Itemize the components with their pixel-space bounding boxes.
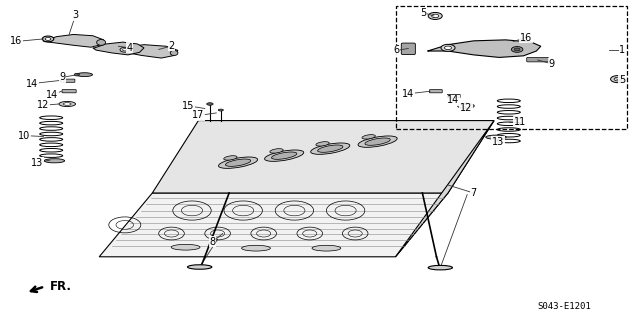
Ellipse shape <box>170 50 178 56</box>
Text: 14: 14 <box>402 89 415 99</box>
Text: 13: 13 <box>31 158 44 168</box>
Ellipse shape <box>242 245 270 251</box>
Ellipse shape <box>218 157 258 168</box>
Ellipse shape <box>611 76 625 83</box>
Text: 3: 3 <box>72 10 79 20</box>
Ellipse shape <box>123 49 127 51</box>
Polygon shape <box>428 40 541 57</box>
Ellipse shape <box>317 145 343 152</box>
Ellipse shape <box>74 73 79 76</box>
Text: 9: 9 <box>60 72 66 82</box>
Ellipse shape <box>77 73 93 77</box>
Text: 9: 9 <box>548 59 555 69</box>
Polygon shape <box>44 34 104 47</box>
Text: 8: 8 <box>209 237 216 247</box>
Ellipse shape <box>365 138 390 145</box>
Text: 7: 7 <box>470 188 477 198</box>
Text: 16: 16 <box>10 36 22 47</box>
Text: 16: 16 <box>520 33 532 43</box>
Text: 14: 14 <box>447 95 460 106</box>
Text: 15: 15 <box>182 101 195 111</box>
Ellipse shape <box>45 38 51 41</box>
Ellipse shape <box>264 150 304 161</box>
Ellipse shape <box>432 14 439 18</box>
Ellipse shape <box>44 159 65 163</box>
Polygon shape <box>112 45 178 58</box>
Text: 12: 12 <box>37 100 50 110</box>
Ellipse shape <box>458 103 474 108</box>
Ellipse shape <box>172 244 200 250</box>
Text: 10: 10 <box>18 130 31 141</box>
Text: 14: 14 <box>46 90 59 100</box>
Ellipse shape <box>63 103 71 105</box>
Ellipse shape <box>515 48 520 51</box>
Ellipse shape <box>207 103 213 105</box>
FancyBboxPatch shape <box>61 79 75 82</box>
Ellipse shape <box>312 245 340 251</box>
Ellipse shape <box>462 105 470 107</box>
Ellipse shape <box>428 265 452 270</box>
Ellipse shape <box>310 143 350 154</box>
Text: 6: 6 <box>394 45 400 56</box>
Ellipse shape <box>271 152 297 159</box>
Polygon shape <box>396 121 494 257</box>
Ellipse shape <box>445 46 452 50</box>
Ellipse shape <box>120 48 130 52</box>
Text: 4: 4 <box>126 43 132 53</box>
FancyBboxPatch shape <box>447 94 460 98</box>
FancyBboxPatch shape <box>62 90 76 93</box>
Polygon shape <box>152 121 494 193</box>
Text: 14: 14 <box>26 78 38 89</box>
Ellipse shape <box>614 77 621 81</box>
Text: 5: 5 <box>619 75 625 85</box>
Text: 11: 11 <box>513 117 526 127</box>
Ellipse shape <box>218 109 223 111</box>
Ellipse shape <box>59 101 76 107</box>
Ellipse shape <box>486 135 506 139</box>
Text: 12: 12 <box>460 103 472 114</box>
Ellipse shape <box>441 44 455 51</box>
Ellipse shape <box>225 159 251 166</box>
Text: 2: 2 <box>168 41 175 51</box>
Ellipse shape <box>511 47 523 52</box>
Text: 13: 13 <box>492 137 504 147</box>
Text: 1: 1 <box>619 45 625 56</box>
Ellipse shape <box>362 135 375 139</box>
Polygon shape <box>99 193 448 257</box>
Ellipse shape <box>188 265 212 269</box>
Ellipse shape <box>316 142 329 146</box>
Text: FR.: FR. <box>50 280 72 293</box>
Ellipse shape <box>224 156 237 160</box>
Ellipse shape <box>97 40 106 45</box>
Ellipse shape <box>42 36 54 42</box>
Text: 17: 17 <box>192 110 205 121</box>
Polygon shape <box>93 42 144 55</box>
FancyBboxPatch shape <box>429 90 442 93</box>
FancyBboxPatch shape <box>401 43 415 55</box>
Ellipse shape <box>270 149 283 153</box>
Text: 5: 5 <box>420 8 427 18</box>
FancyBboxPatch shape <box>527 57 548 62</box>
Text: S043-E1201: S043-E1201 <box>538 302 591 311</box>
Ellipse shape <box>358 136 397 147</box>
Ellipse shape <box>428 12 442 19</box>
